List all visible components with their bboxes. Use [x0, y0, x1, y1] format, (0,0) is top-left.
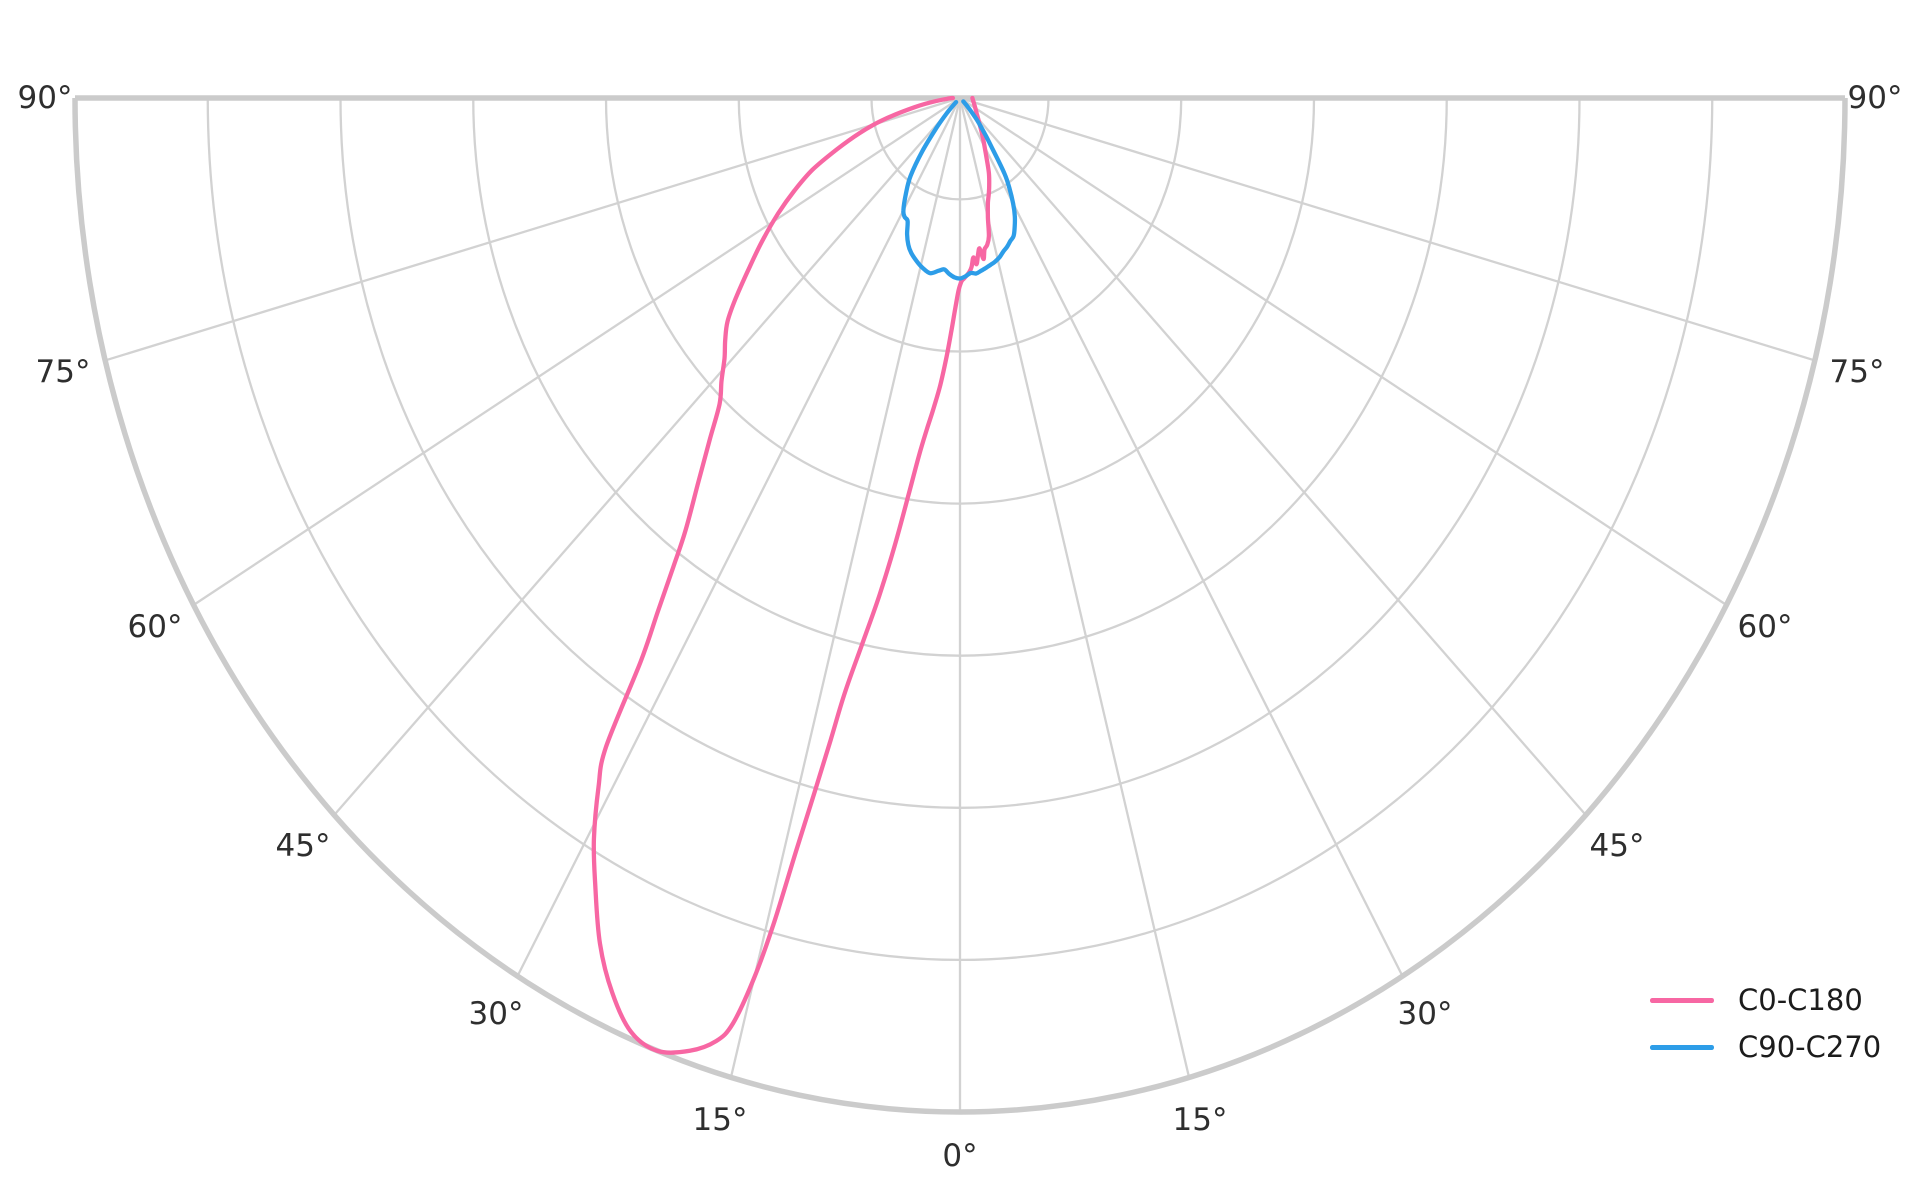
- angle-tick-label: 15°: [693, 1102, 748, 1138]
- polar-grid-line: [959, 97, 1587, 816]
- polar-grid-line: [958, 97, 1404, 977]
- angle-tick-label: 15°: [1173, 1102, 1228, 1138]
- polar-grid-line: [192, 97, 961, 606]
- legend-line-c0-c180-icon: [1650, 998, 1714, 1003]
- angle-tick-label: 90°: [1848, 80, 1903, 116]
- angle-tick-label: 30°: [1398, 996, 1453, 1032]
- angle-tick-label: 60°: [1738, 609, 1793, 645]
- polar-grid-line: [959, 97, 1728, 606]
- angle-tick-label: 90°: [18, 80, 73, 116]
- legend-line-c90-c270-icon: [1650, 1045, 1714, 1050]
- polar-grid-line: [333, 97, 961, 816]
- legend-item-c0-c180: C0-C180: [1650, 982, 1881, 1019]
- polar-outer-arc: [72, 97, 1848, 1115]
- polar-grid-line: [959, 96, 1816, 362]
- legend: C0-C180 C90-C270: [1650, 982, 1881, 1066]
- polar-grid-line: [729, 97, 962, 1078]
- polar-grid-line: [104, 96, 961, 362]
- polar-grid-line: [516, 97, 962, 977]
- legend-label-c0-c180: C0-C180: [1738, 983, 1863, 1017]
- legend-item-c90-c270: C90-C270: [1650, 1029, 1881, 1066]
- angle-tick-label: 75°: [1830, 354, 1885, 390]
- angle-tick-label: 60°: [128, 609, 183, 645]
- angle-tick-label: 0°: [942, 1138, 977, 1174]
- polar-grid-line: [958, 97, 1191, 1078]
- angle-tick-label: 45°: [276, 828, 331, 864]
- curve-c0-c180: [591, 95, 992, 1055]
- legend-label-c90-c270: C90-C270: [1738, 1030, 1882, 1064]
- angle-tick-label: 45°: [1590, 828, 1645, 864]
- angle-tick-label: 30°: [469, 996, 524, 1032]
- angle-tick-label: 75°: [36, 354, 91, 390]
- curve-c90-c270: [901, 99, 1018, 281]
